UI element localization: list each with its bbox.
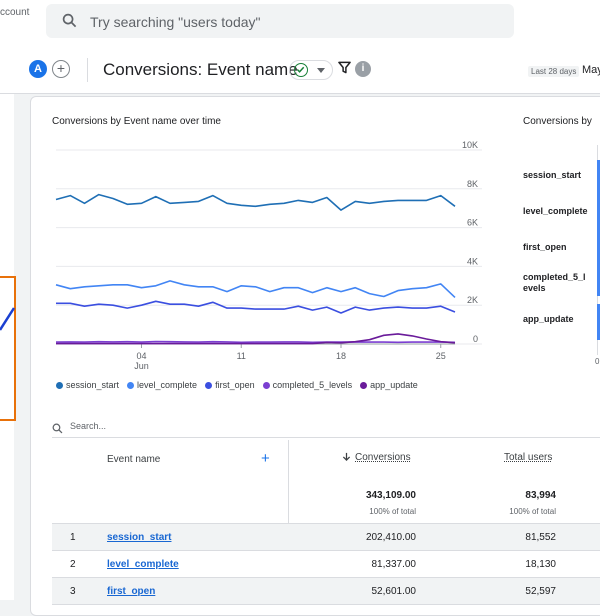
event-link-first-open[interactable]: first_open xyxy=(107,586,156,597)
row-rank: 2 xyxy=(70,559,76,570)
table-row: 3 first_open 52,601.00 52,597 xyxy=(52,578,600,605)
header-divider xyxy=(87,58,88,82)
bar-app-update[interactable] xyxy=(597,304,600,340)
bar-category-label: completed_5_l evels xyxy=(523,272,586,293)
chart-legend: session_start level_complete first_open com… xyxy=(56,380,418,390)
legend-dot xyxy=(360,381,368,389)
x-tick-month-label: Jun xyxy=(134,361,149,371)
legend-label: session_start xyxy=(66,380,120,390)
bar-category-label: session_start xyxy=(523,170,582,180)
legend-item-app-update[interactable]: app_update xyxy=(360,380,418,390)
legend-item-level-complete[interactable]: level_complete xyxy=(127,380,197,390)
series-line-session-start[interactable] xyxy=(55,193,456,211)
report-header: A + Conversions: Event name i Last 28 da… xyxy=(0,46,600,94)
series-line-level-complete[interactable] xyxy=(55,280,456,298)
x-tick-label: 25 xyxy=(436,351,446,361)
y-tick-label: 2K xyxy=(467,295,478,305)
column-divider xyxy=(288,440,289,524)
event-link-session-start[interactable]: session_start xyxy=(107,532,172,543)
legend-label: first_open xyxy=(215,380,255,390)
y-tick-label: 8K xyxy=(467,179,478,189)
bar-session-start[interactable] xyxy=(597,160,600,196)
row-users: 52,597 xyxy=(525,586,556,597)
y-tick-label: 10K xyxy=(462,140,478,150)
chevron-down-icon xyxy=(317,68,325,73)
top-bar: ccount Try searching "users today" xyxy=(0,0,600,46)
bar-category-label: app_update xyxy=(523,314,574,324)
date-range-value[interactable]: May xyxy=(582,64,600,76)
row-conversions: 202,410.00 xyxy=(365,532,416,543)
legend-dot xyxy=(127,381,135,389)
add-comparison-button[interactable]: + xyxy=(52,60,70,78)
line-chart-title: Conversions by Event name over time xyxy=(52,116,221,127)
legend-dot xyxy=(262,381,270,389)
legend-label: completed_5_levels xyxy=(272,380,353,390)
bar-category-label: first_open xyxy=(523,242,567,252)
column-header-conversions[interactable]: Conversions xyxy=(342,452,411,463)
table-row: 1 session_start 202,410.00 81,552 xyxy=(52,524,600,551)
bar-x-tick-0: 0 xyxy=(595,357,600,366)
table-search[interactable]: Search... xyxy=(52,416,600,438)
series-line-app-update[interactable] xyxy=(56,333,456,345)
comparison-avatar[interactable]: A xyxy=(29,60,47,78)
bar-level-complete[interactable] xyxy=(597,196,600,232)
row-users: 81,552 xyxy=(525,532,556,543)
bar-category-label: level_complete xyxy=(523,206,588,216)
row-conversions: 52,601.00 xyxy=(371,586,417,597)
info-icon[interactable]: i xyxy=(355,61,371,77)
legend-label: level_complete xyxy=(137,380,198,390)
page-title: Conversions: Event name xyxy=(103,60,298,79)
table-row: 2 level_complete 81,337.00 18,130 xyxy=(52,551,600,578)
highlight-box xyxy=(0,276,16,421)
legend-dot xyxy=(205,381,213,389)
row-conversions: 81,337.00 xyxy=(371,559,417,570)
total-conversions: 343,109.00 xyxy=(365,490,416,501)
arrow-down-icon xyxy=(342,452,351,461)
legend-item-completed-5-levels[interactable]: completed_5_levels xyxy=(262,380,353,390)
bar-completed-5-levels[interactable] xyxy=(597,262,600,296)
series-line-first-open[interactable] xyxy=(56,300,456,314)
search-icon xyxy=(62,13,77,33)
account-label[interactable]: ccount xyxy=(0,7,30,18)
total-users: 83,994 xyxy=(525,490,556,501)
date-range-label[interactable]: Last 28 days xyxy=(528,66,580,77)
x-tick-label: 11 xyxy=(237,351,246,361)
total-conversions-pct: 100% of total xyxy=(369,507,416,516)
search-icon xyxy=(52,421,63,439)
event-link-level-complete[interactable]: level_complete xyxy=(107,559,179,570)
annotation-stroke xyxy=(0,307,16,331)
x-tick-label: 04 xyxy=(136,351,146,361)
row-rank: 1 xyxy=(70,532,76,543)
y-tick-label: 4K xyxy=(467,256,478,266)
table-header: Event name + Conversions Total users 343… xyxy=(52,440,600,524)
bar-first-open[interactable] xyxy=(597,232,600,268)
check-circle-icon xyxy=(294,63,308,77)
left-nav-edge xyxy=(0,94,14,600)
y-tick-label: 6K xyxy=(467,218,478,228)
add-dimension-button[interactable]: + xyxy=(261,450,270,467)
column-header-total-users[interactable]: Total users xyxy=(504,452,553,463)
row-users: 18,130 xyxy=(525,559,556,570)
bar-chart-title: Conversions by xyxy=(523,116,592,127)
legend-item-session-start[interactable]: session_start xyxy=(56,380,119,390)
table-search-input[interactable]: Search... xyxy=(70,421,107,431)
report-status-dropdown[interactable] xyxy=(289,60,333,80)
total-users-pct: 100% of total xyxy=(509,507,556,516)
global-search[interactable]: Try searching "users today" xyxy=(46,4,514,38)
legend-label: app_update xyxy=(370,380,418,390)
conversions-label: Conversions xyxy=(355,452,411,463)
search-placeholder[interactable]: Try searching "users today" xyxy=(90,14,261,30)
y-tick-label: 0 xyxy=(473,334,478,344)
legend-item-first-open[interactable]: first_open xyxy=(205,380,255,390)
column-header-event-name[interactable]: Event name xyxy=(107,454,161,465)
filter-icon[interactable] xyxy=(338,61,351,79)
row-rank: 3 xyxy=(70,586,76,597)
series-line-completed-5-levels[interactable] xyxy=(55,340,456,344)
x-tick-label: 18 xyxy=(336,351,346,361)
legend-dot xyxy=(56,381,63,389)
